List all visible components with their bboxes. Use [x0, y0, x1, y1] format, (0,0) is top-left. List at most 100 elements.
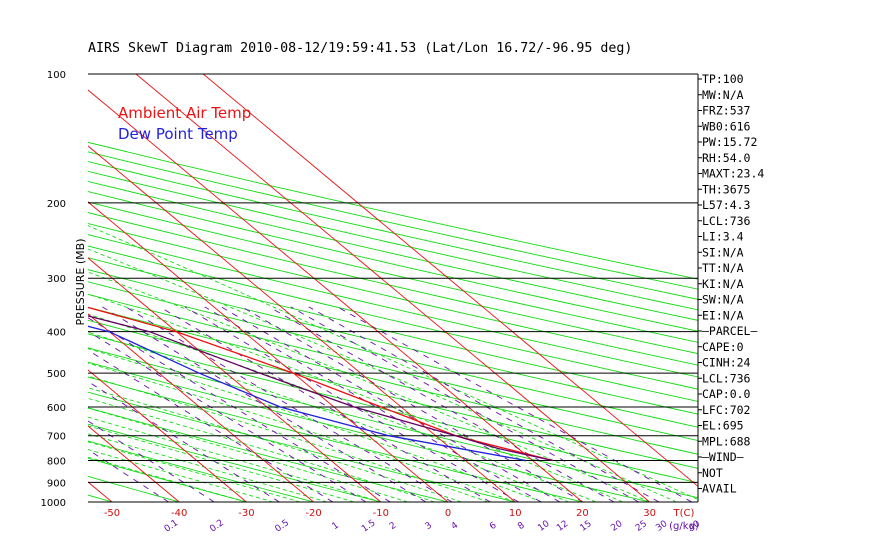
mixing-ratio-tick-label: 4	[450, 520, 461, 532]
isotherm	[88, 425, 180, 502]
mixing-ratio-tick-label: 2	[388, 521, 398, 532]
moist-adiabat	[88, 348, 543, 502]
mixing-ratio-tick-label: 6	[488, 520, 499, 532]
y-axis-label: PRESSURE (MB)	[74, 239, 87, 326]
index-item: EL:695	[702, 419, 744, 433]
isotherm	[202, 74, 698, 487]
mixing-ratio-line	[88, 420, 215, 502]
index-item: MAXT:23.4	[702, 167, 764, 181]
index-item: PW:15.72	[702, 135, 757, 149]
dry-adiabat	[88, 201, 698, 343]
isotherm	[135, 74, 650, 502]
isotherm	[0, 74, 45, 502]
dry-adiabat	[88, 293, 698, 441]
mixing-ratio-line	[269, 306, 615, 502]
dry-adiabat	[88, 161, 698, 300]
legend-entry: Dew Point Temp	[118, 125, 238, 143]
dry-adiabat	[88, 407, 449, 502]
bottom-temp-tick-label: -40	[171, 508, 187, 519]
plot-area	[0, 74, 698, 502]
mixing-ratio-tick-label: 10	[536, 519, 551, 534]
moist-adiabat	[88, 425, 355, 502]
mixing-ratio-line	[125, 306, 453, 502]
mixing-ratio-line	[204, 306, 542, 502]
dry-adiabat	[88, 457, 247, 502]
index-item: AVAIL	[702, 482, 737, 496]
dry-adiabat	[88, 269, 698, 415]
legend-entry: Ambient Air Temp	[118, 104, 251, 122]
moist-adiabat	[88, 313, 596, 502]
isotherm	[88, 257, 382, 502]
series-parcel	[88, 315, 553, 462]
mixing-ratio-tick-label: 0.1	[163, 518, 180, 534]
pressure-tick-label: 900	[47, 478, 66, 489]
moist-adiabat	[88, 397, 435, 502]
pressure-tick-label: 800	[47, 457, 66, 468]
bottom-temp-tick-label: 30	[643, 508, 656, 519]
isotherm	[88, 313, 314, 502]
index-item: NOT	[702, 466, 723, 480]
dry-adiabat	[88, 423, 381, 502]
index-item: EI:N/A	[702, 308, 744, 322]
bottom-temp-tick-label: -50	[104, 508, 120, 519]
dry-adiabat	[88, 223, 698, 366]
dry-adiabat	[88, 234, 698, 378]
index-item: WB0:616	[702, 119, 751, 133]
mixing-ratio-line	[241, 306, 584, 502]
pressure-tick-label: 400	[47, 328, 66, 339]
index-item: FRZ:537	[702, 104, 751, 118]
bottom-temp-tick-label: 20	[576, 508, 589, 519]
dry-adiabat	[88, 440, 314, 502]
pressure-tick-label: 200	[47, 199, 66, 210]
mixing-ratio-tick-label: 15	[579, 519, 594, 534]
mixing-ratio-line	[88, 449, 169, 502]
mixing-ratio-line	[308, 306, 660, 502]
moist-adiabat	[88, 271, 650, 502]
index-item: MW:N/A	[702, 88, 744, 102]
mixing-ratio-line	[88, 330, 367, 502]
index-item: —PARCEL—	[702, 324, 757, 338]
temp-unit-label: T(C)	[673, 508, 695, 519]
pressure-tick-label: 100	[47, 70, 66, 81]
isotherm	[88, 201, 449, 502]
index-item: LI:3.4	[702, 230, 744, 244]
pressure-tick-label: 1000	[41, 498, 66, 509]
mixing-ratio-line	[88, 349, 334, 502]
pressure-tick-label: 600	[47, 403, 66, 414]
moist-adiabat	[88, 248, 677, 502]
index-item: TP:100	[702, 72, 744, 86]
isotherm	[88, 145, 516, 502]
dry-adiabat	[88, 391, 516, 502]
isotherm	[88, 369, 247, 502]
dry-adiabat	[0, 74, 45, 502]
index-item: LCL:736	[702, 214, 751, 228]
mixing-ratio-tick-label: 1.5	[360, 518, 377, 534]
chart-title: AIRS SkewT Diagram 2010-08-12/19:59:41.5…	[88, 41, 632, 56]
index-item: L57:4.3	[702, 198, 751, 212]
dry-adiabat	[88, 319, 698, 469]
mixing-ratio-line	[102, 306, 427, 502]
index-item: CAP:0.0	[702, 387, 751, 401]
pressure-tick-label: 300	[47, 274, 66, 285]
bottom-temp-tick-label: 10	[509, 508, 522, 519]
pressure-tick-label: 700	[47, 432, 66, 443]
dry-adiabat	[88, 212, 698, 355]
bottom-temp-tick-label: -10	[373, 508, 389, 519]
dry-adiabat	[88, 180, 698, 321]
mixing-ratio-tick-label: 25	[634, 519, 649, 534]
index-item: TT:N/A	[702, 261, 744, 275]
dry-adiabat	[88, 141, 698, 280]
index-item: KI:N/A	[702, 277, 744, 291]
moist-adiabat	[88, 293, 623, 502]
dry-adiabat	[88, 151, 698, 290]
isotherm	[88, 89, 583, 502]
index-item: SI:N/A	[702, 245, 744, 259]
bottom-temp-tick-label: 0	[445, 508, 451, 519]
series-dew-point-temp	[88, 325, 527, 462]
dry-adiabat	[88, 347, 698, 499]
mixing-ratio-tick-label: 8	[516, 520, 527, 532]
mixing-ratio-line	[221, 306, 561, 502]
